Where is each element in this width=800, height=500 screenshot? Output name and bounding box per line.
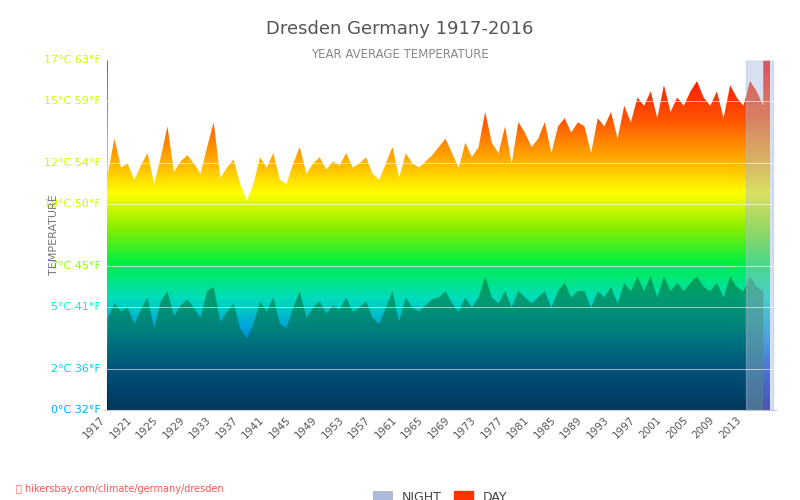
Text: TEMPERATURE: TEMPERATURE <box>49 194 58 276</box>
Text: 🌡 hikersbay.com/climate/germany/dresden: 🌡 hikersbay.com/climate/germany/dresden <box>16 484 224 494</box>
Text: Dresden Germany 1917-2016: Dresden Germany 1917-2016 <box>266 20 534 38</box>
Text: YEAR AVERAGE TEMPERATURE: YEAR AVERAGE TEMPERATURE <box>311 48 489 60</box>
Text: 15°C 59°F: 15°C 59°F <box>44 96 101 106</box>
Text: 17°C 63°F: 17°C 63°F <box>44 55 101 65</box>
Text: 0°C 32°F: 0°C 32°F <box>51 405 101 415</box>
Text: 10°C 50°F: 10°C 50°F <box>44 199 101 209</box>
Text: 5°C 41°F: 5°C 41°F <box>51 302 101 312</box>
Text: 12°C 54°F: 12°C 54°F <box>44 158 101 168</box>
Text: 7°C 45°F: 7°C 45°F <box>50 261 101 271</box>
Legend: NIGHT, DAY: NIGHT, DAY <box>368 486 512 500</box>
Text: 2°C 36°F: 2°C 36°F <box>51 364 101 374</box>
